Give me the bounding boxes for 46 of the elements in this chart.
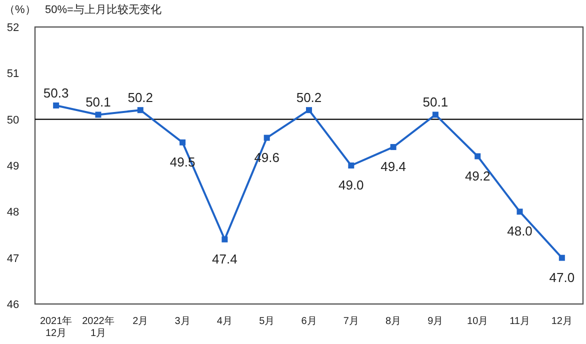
point	[432, 112, 438, 118]
data-label: 50.2	[128, 90, 154, 106]
x-tick-label: 11月	[510, 316, 530, 327]
point	[53, 102, 60, 108]
point	[474, 153, 481, 160]
data-label: 50.1	[422, 94, 448, 110]
y-axis-title: （%）	[4, 4, 36, 16]
x-tick-label: 12月	[551, 316, 572, 327]
data-label: 47.4	[212, 251, 238, 266]
data-label: 48.0	[507, 224, 532, 239]
y-tick-label: 51	[6, 68, 20, 80]
point	[390, 144, 396, 150]
y-tick-label: 52	[6, 22, 20, 34]
x-tick-label: 6月	[301, 316, 317, 327]
x-tick-label: 8月	[386, 316, 402, 327]
data-label: 49.2	[464, 168, 490, 184]
x-tick-label: 2月	[132, 316, 148, 327]
point	[516, 208, 523, 215]
x-tick-label: 7月	[343, 316, 359, 327]
y-tick-label: 46	[6, 299, 20, 311]
data-label: 50.1	[86, 94, 111, 110]
x-tick-label: 3月	[174, 316, 190, 327]
data-label: 50.3	[43, 85, 69, 100]
y-tick-label: 49	[6, 160, 20, 172]
data-label: 49.4	[380, 159, 406, 174]
x-tick-label: 2022年 1月	[82, 315, 114, 339]
point	[95, 112, 102, 118]
x-tick-label: 5月	[259, 316, 275, 327]
data-label: 50.2	[296, 90, 322, 106]
y-tick-label: 48	[6, 206, 20, 219]
point	[222, 236, 228, 242]
point	[306, 107, 312, 114]
point	[348, 162, 354, 168]
x-tick-label: 9月	[428, 316, 444, 327]
point	[137, 107, 144, 114]
point	[180, 139, 186, 146]
point	[558, 254, 565, 261]
x-tick-label: 4月	[216, 316, 232, 327]
point	[264, 134, 270, 141]
y-tick-label: 50	[6, 114, 20, 126]
y-tick-label: 47	[6, 252, 20, 265]
text: 50%=与上月比较无变化	[45, 3, 162, 16]
x-tick-label: 2021年 12月	[40, 315, 72, 339]
data-label: 49.0	[338, 178, 364, 192]
x-tick-label: 10月	[467, 316, 488, 327]
data-label: 47.0	[549, 270, 575, 285]
